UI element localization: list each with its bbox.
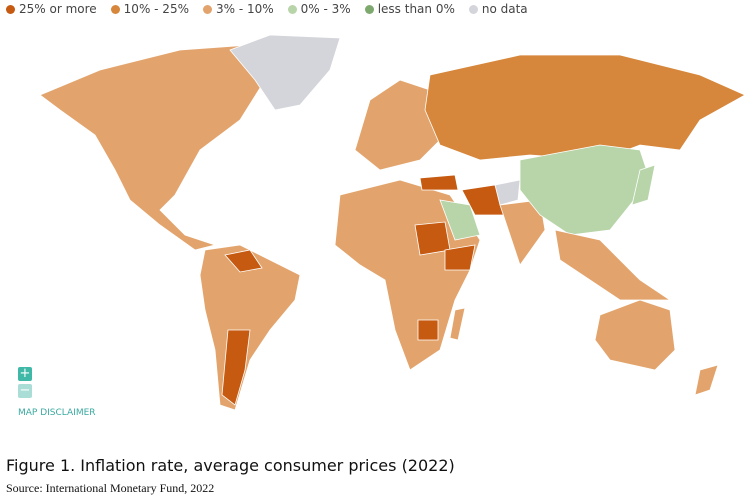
ethiopia	[444, 244, 476, 271]
india	[499, 199, 546, 266]
japan	[631, 164, 656, 206]
venezuela	[224, 249, 263, 273]
legend-swatch	[202, 4, 212, 14]
zoom-in[interactable]: +	[18, 366, 32, 381]
legend-item[interactable]: 25% or more	[6, 2, 97, 16]
world-map	[39, 34, 746, 411]
zoom-out[interactable]: −	[18, 383, 32, 398]
afghanistan	[494, 179, 521, 206]
new-zealand	[694, 364, 719, 396]
china	[519, 144, 651, 236]
saudi-arabia	[439, 199, 481, 241]
legend-label: 25% or more	[19, 2, 97, 16]
legend-label: less than 0%	[377, 2, 455, 16]
southeast-asia	[554, 229, 672, 301]
legend-item[interactable]: less than 0%	[364, 2, 455, 16]
legend-swatch	[110, 4, 120, 14]
zimbabwe	[417, 319, 439, 341]
legend-swatch	[6, 4, 15, 14]
australia	[594, 299, 676, 371]
legend-item[interactable]: 3% - 10%	[202, 2, 274, 16]
legend-swatch	[364, 4, 374, 14]
legend-label: no data	[481, 2, 528, 16]
source: Source: International Monetary Fund, 202…	[6, 481, 215, 495]
turkey	[419, 174, 459, 191]
madagascar	[449, 307, 466, 341]
russia	[424, 54, 746, 161]
legend-label: 3% - 10%	[215, 2, 274, 16]
map-disclaimer[interactable]: MAP DISCLAIMER	[18, 408, 96, 418]
legend-swatch	[287, 4, 297, 14]
argentina	[221, 329, 251, 406]
legend-label: 10% - 25%	[123, 2, 189, 16]
legend-item[interactable]: 10% - 25%	[110, 2, 189, 16]
legend-label: 0% - 3%	[300, 2, 351, 16]
legend-item[interactable]: no data	[468, 2, 528, 16]
legend: 25% or more 10% - 25% 3% - 10% 0% - 3% less …	[6, 2, 542, 16]
north-america	[39, 44, 266, 251]
legend-swatch	[468, 4, 478, 14]
greenland	[229, 34, 341, 111]
caption: Figure 1. Inflation rate, average consum…	[6, 456, 455, 475]
legend-item[interactable]: 0% - 3%	[287, 2, 351, 16]
